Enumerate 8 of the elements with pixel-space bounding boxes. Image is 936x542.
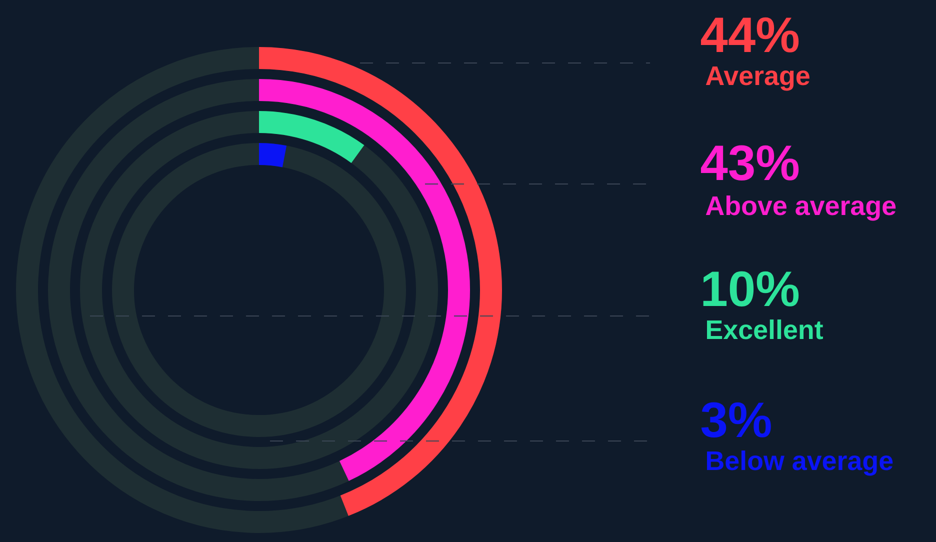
- data-label: 44%: [700, 17, 799, 52]
- category-label: Below average: [707, 450, 893, 476]
- category-label: Above average: [706, 195, 896, 221]
- data-label: 3%: [701, 402, 771, 438]
- category-label: Average: [706, 66, 810, 91]
- data-label: 10%: [703, 271, 799, 306]
- data-label: 43%: [700, 145, 799, 181]
- category-label: Excellent: [707, 319, 823, 340]
